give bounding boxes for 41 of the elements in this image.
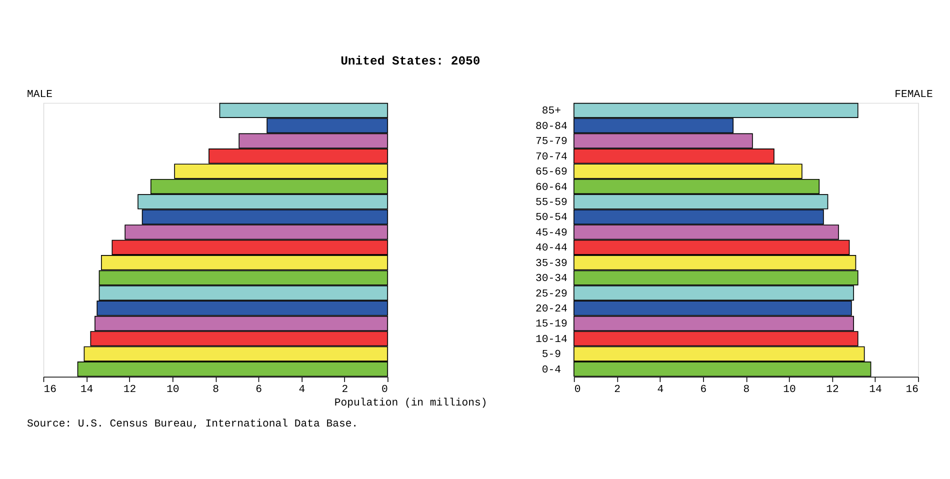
y-tick-label: 70-74 xyxy=(536,151,568,164)
y-tick-label: 40-44 xyxy=(536,242,568,255)
x-tick-label: 10 xyxy=(166,384,180,396)
y-axis-title: MALE xyxy=(26,89,52,102)
x-tick-label: 10 xyxy=(783,384,796,396)
y-tick-label: 10-14 xyxy=(536,334,568,346)
x-axis-title: Population (in millions) xyxy=(334,398,488,410)
y-tick-label: 5-9 xyxy=(542,349,561,362)
x-tick-label: 12 xyxy=(826,384,839,396)
x-tick-label: 2 xyxy=(614,384,621,396)
y-tick-label: 15-19 xyxy=(536,318,568,331)
x-tick-label: 4 xyxy=(657,384,664,396)
y-tick-label: 50-54 xyxy=(536,212,568,224)
y-tick-label: 25-29 xyxy=(536,288,568,300)
y-tick-label: 35-39 xyxy=(536,258,568,270)
x-tick-label: 0 xyxy=(574,384,581,396)
x-tick-label: 4 xyxy=(298,384,306,396)
y-tick-label: 60-64 xyxy=(536,182,568,194)
y-tick-label: 0-4 xyxy=(542,364,561,376)
x-tick-label: 16 xyxy=(44,384,56,396)
x-tick-label: 0 xyxy=(382,384,388,396)
y-tick-label: 45-49 xyxy=(536,227,568,240)
source-note: Source: U.S. Census Bureau, International Data Base. xyxy=(26,418,358,431)
x-tick-label: 8 xyxy=(743,384,750,396)
x-tick-label: 6 xyxy=(700,384,707,396)
y-tick-label: 65-69 xyxy=(536,166,568,179)
y-tick-label: 75-79 xyxy=(536,136,568,148)
y-tick-label: 55-59 xyxy=(536,197,568,210)
x-tick-label: 14 xyxy=(80,384,94,396)
x-tick-label: 8 xyxy=(212,384,220,396)
y-tick-label: 30-34 xyxy=(536,273,568,286)
x-tick-label: 14 xyxy=(869,384,882,396)
x-tick-label: 12 xyxy=(123,384,136,396)
text: United States: 2050 xyxy=(340,54,480,68)
y-tick-label: 85+ xyxy=(542,106,561,118)
y-tick-label: 20-24 xyxy=(536,304,568,316)
y-axis-title: FEMALE xyxy=(894,89,933,102)
y-tick-label: 80-84 xyxy=(536,120,568,133)
x-tick-label: 16 xyxy=(906,384,919,396)
x-tick-label: 6 xyxy=(256,384,262,396)
x-tick-label: 2 xyxy=(342,384,348,396)
